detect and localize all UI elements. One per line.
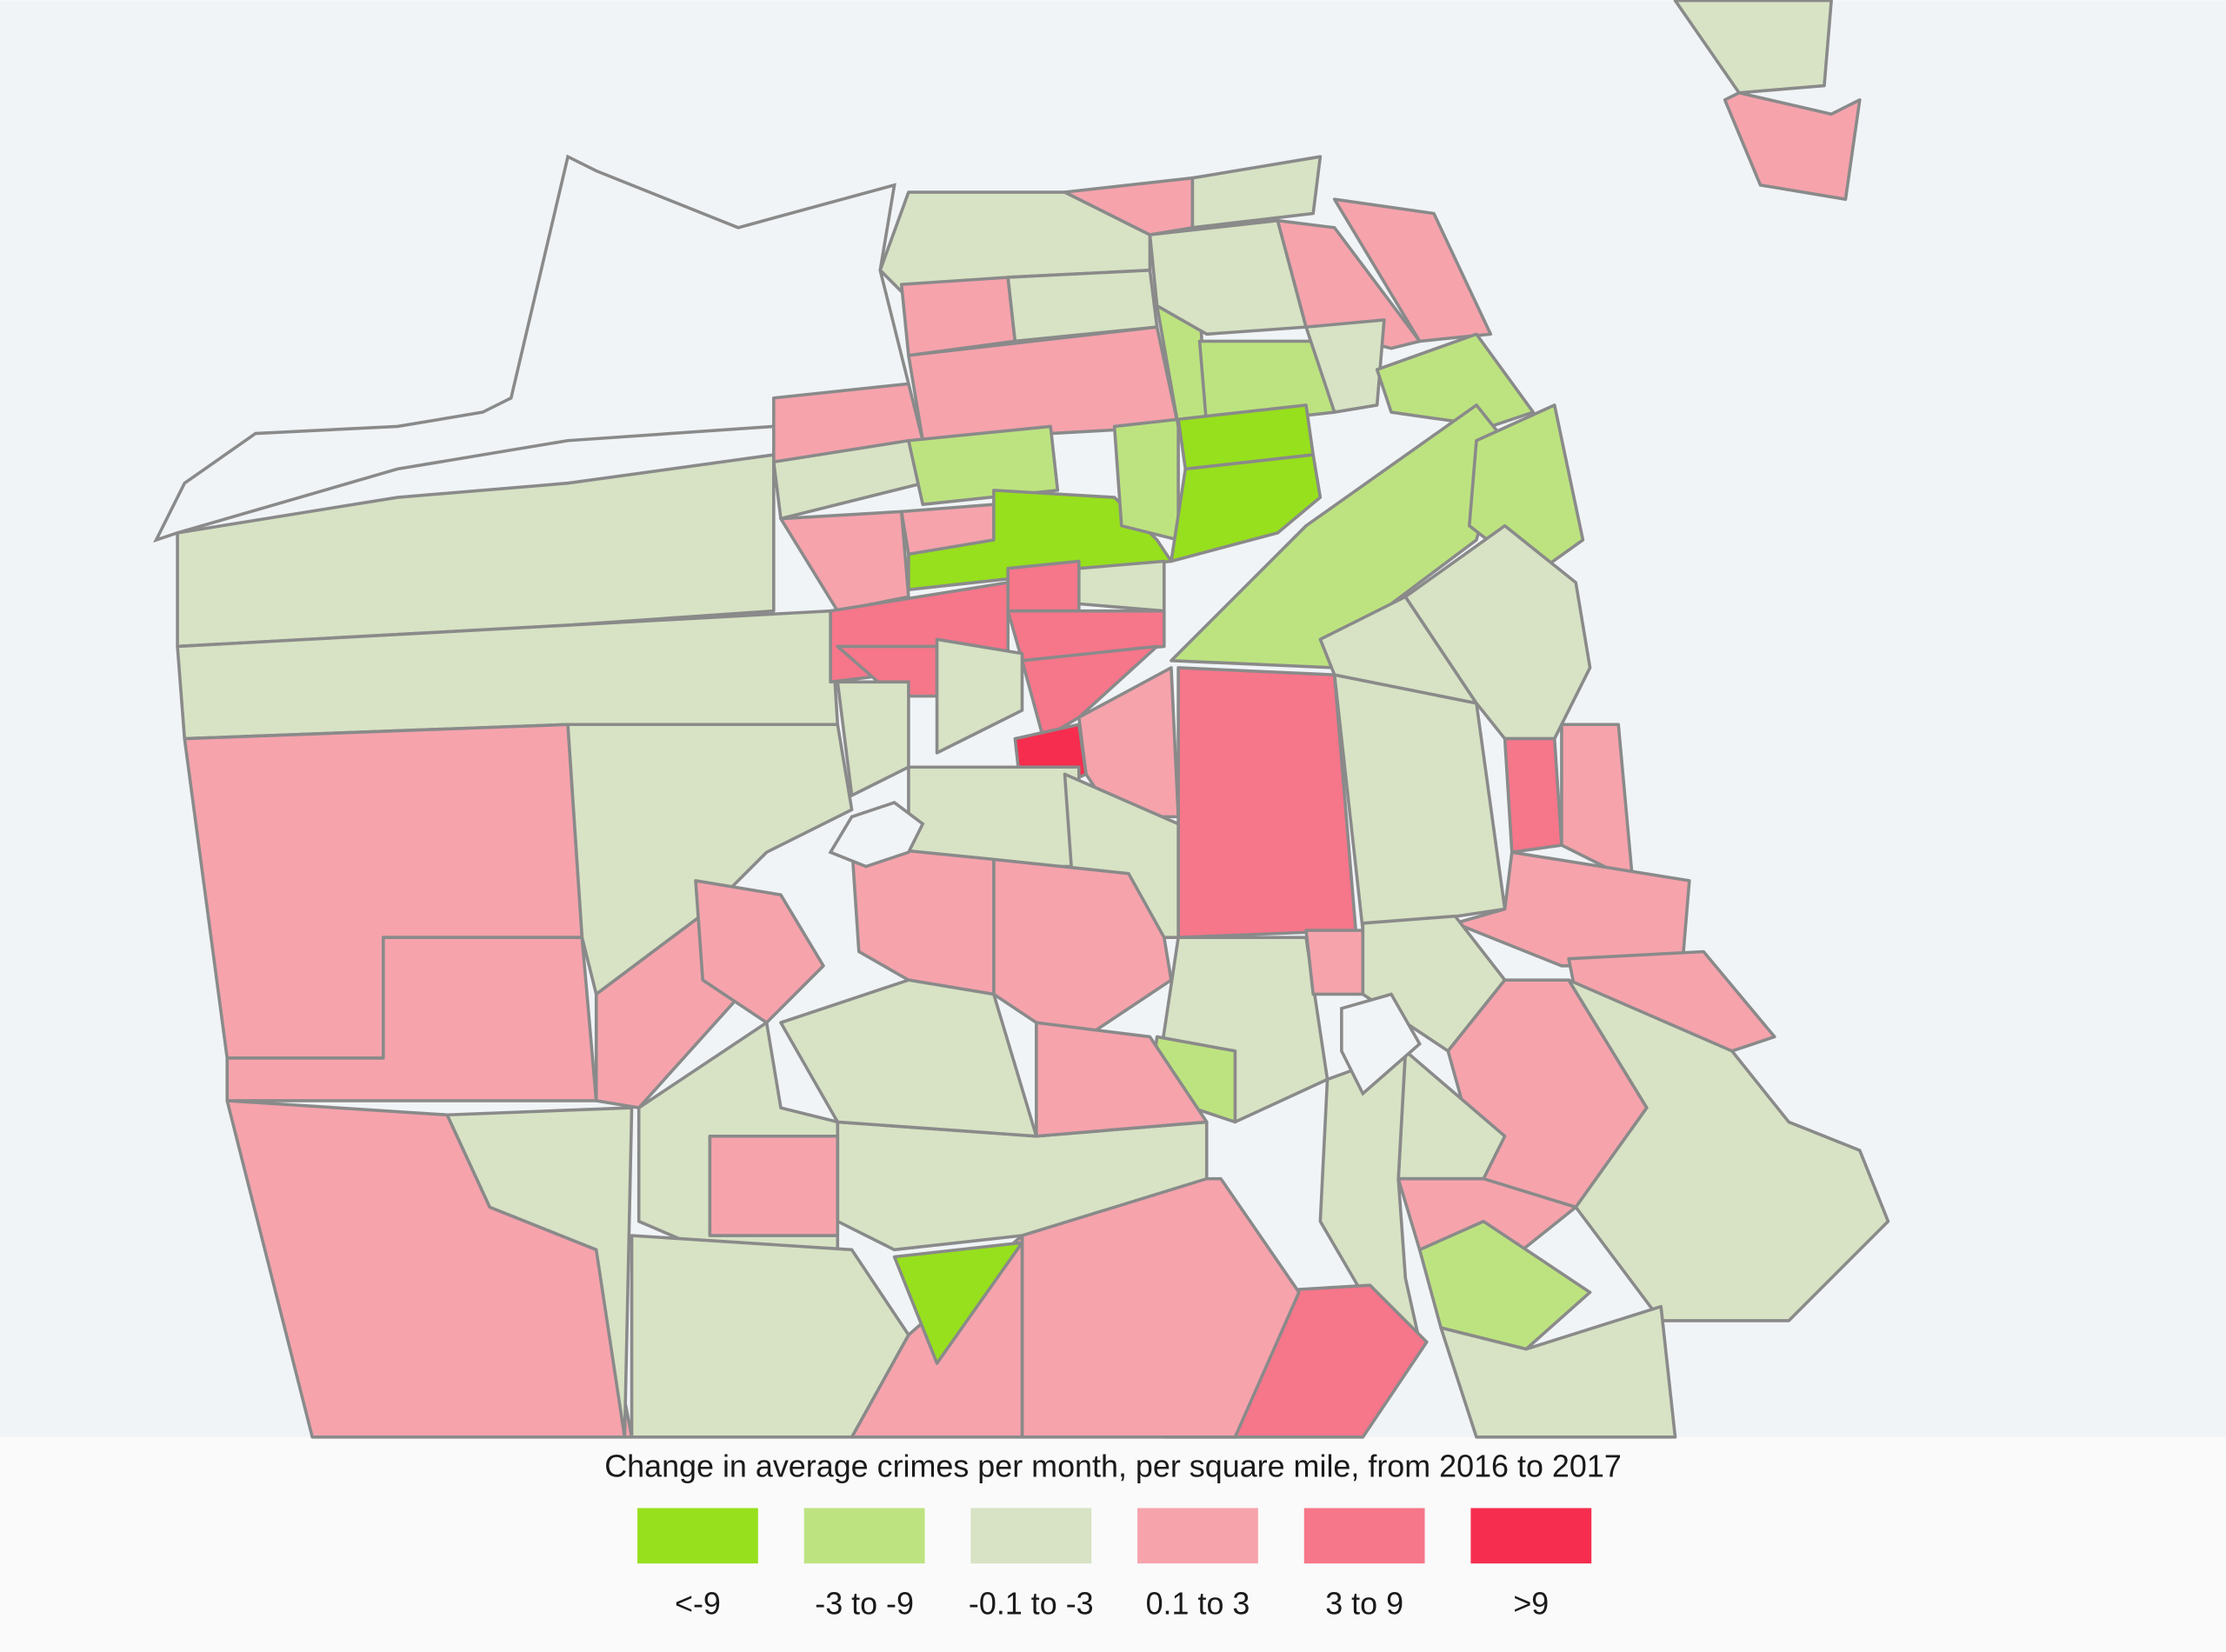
district — [566, 723, 854, 996]
legend-swatch — [970, 1508, 1092, 1564]
park-area — [1340, 992, 1422, 1096]
district — [1403, 523, 1592, 741]
district — [1318, 1049, 1422, 1344]
legend-title: Change in average crimes per month, per … — [604, 1448, 1622, 1483]
district — [694, 879, 825, 1024]
legend-swatch — [637, 1508, 758, 1564]
legend-label: -0.1 to -3 — [969, 1586, 1094, 1622]
legend-swatch — [1137, 1508, 1258, 1564]
district — [708, 1134, 840, 1237]
district — [836, 680, 910, 797]
district — [1304, 318, 1386, 414]
district — [630, 1234, 910, 1439]
district — [992, 857, 1173, 1053]
district — [1375, 332, 1536, 429]
legend-label: 0.1 to 3 — [1146, 1586, 1250, 1622]
district — [779, 510, 910, 613]
district — [1304, 929, 1365, 996]
legend-label: <-9 — [675, 1586, 721, 1622]
district — [1276, 218, 1422, 350]
legend-panel — [0, 1436, 2226, 1652]
district — [1439, 1304, 1677, 1439]
legend-label: -3 to -9 — [815, 1586, 914, 1622]
lake — [828, 801, 925, 869]
district — [1567, 978, 1890, 1322]
district — [1332, 197, 1493, 343]
district — [1170, 453, 1323, 563]
district — [1148, 218, 1308, 336]
district — [1035, 1021, 1209, 1138]
district — [907, 424, 1060, 506]
district — [935, 637, 1024, 755]
district — [445, 1106, 634, 1439]
district — [1503, 736, 1563, 854]
legend-label: 3 to 9 — [1325, 1586, 1403, 1622]
district — [1453, 850, 1691, 968]
legend-swatch — [1303, 1508, 1425, 1564]
district — [1006, 559, 1081, 613]
district — [892, 1241, 1024, 1365]
district — [1723, 90, 1862, 201]
districts — [176, 0, 1890, 1439]
district — [1190, 155, 1323, 230]
district — [1176, 666, 1357, 939]
legend-swatch — [1470, 1508, 1592, 1564]
district — [1332, 673, 1507, 932]
district — [779, 978, 1038, 1138]
district — [907, 765, 1081, 869]
legend: <-9 -3 to -9 -0.1 to -3 0.1 to 3 3 to 9 >9 — [637, 1508, 1592, 1622]
legend-swatch — [803, 1508, 925, 1564]
district — [1417, 1219, 1592, 1351]
park-area — [153, 154, 911, 543]
district — [1077, 559, 1166, 613]
district — [1673, 0, 1833, 95]
district — [1006, 609, 1166, 663]
legend-label: >9 — [1513, 1586, 1549, 1622]
district — [1112, 417, 1180, 542]
